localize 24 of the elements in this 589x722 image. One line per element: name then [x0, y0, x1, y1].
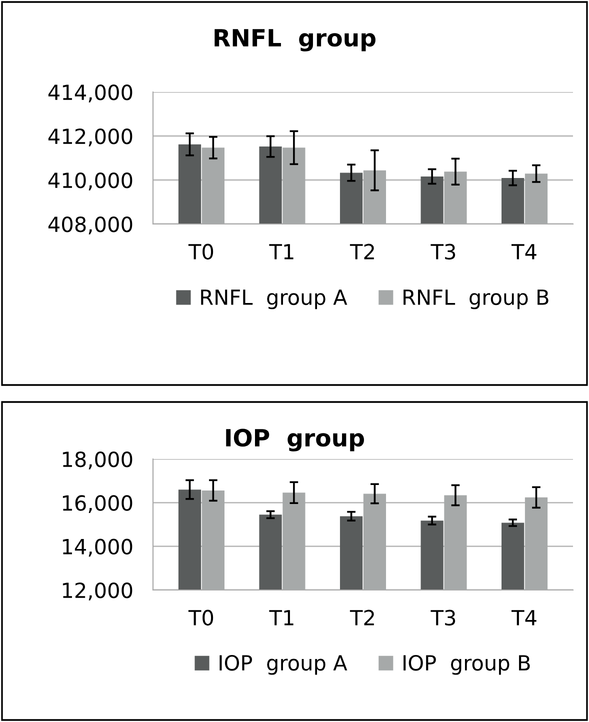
x-tick-label: T3 — [430, 610, 456, 626]
y-tick-label: 18,000 — [62, 451, 132, 470]
legend-label: RNFL group B — [404, 290, 548, 310]
y-tick-label: 408,000 — [48, 216, 132, 234]
legend-label: IOP group B — [404, 654, 530, 675]
x-tick-label: T0 — [188, 610, 214, 626]
x-tick-label: T4 — [511, 244, 536, 260]
y-tick-label: 12,000 — [62, 582, 132, 600]
legend-label: IOP group A — [220, 654, 348, 675]
x-tick-label: T2 — [350, 610, 374, 626]
x-tick-label: T2 — [350, 244, 374, 260]
y-tick-label: 412,000 — [48, 128, 132, 146]
legend-label: RNFL group A — [201, 290, 348, 310]
chart-title: IOP group — [226, 428, 364, 452]
x-tick-label: T1 — [269, 610, 294, 626]
y-tick-label: 14,000 — [62, 538, 132, 557]
y-tick-label: 16,000 — [62, 495, 132, 514]
y-tick-label: 410,000 — [48, 172, 132, 190]
y-tick-label: 414,000 — [48, 84, 132, 102]
x-tick-label: T3 — [430, 244, 456, 260]
chart-title: RNFL group — [214, 29, 376, 52]
x-tick-label: T4 — [511, 610, 536, 626]
x-tick-label: T0 — [188, 244, 214, 260]
x-tick-label: T1 — [269, 244, 294, 260]
